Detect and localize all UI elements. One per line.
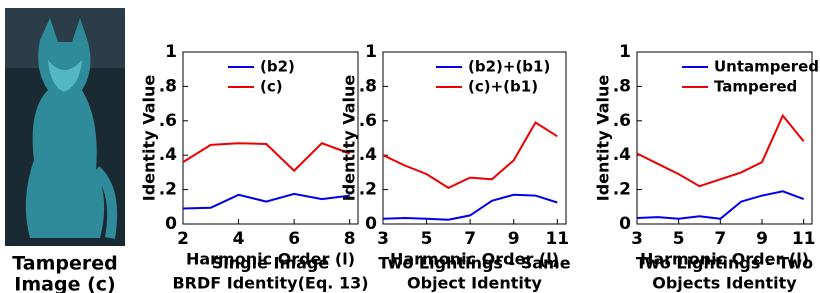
- series-line: [183, 143, 350, 171]
- y-tick-label: .2: [613, 180, 631, 200]
- x-tick-label: 8: [344, 229, 356, 249]
- legend-label: Untampered: [714, 58, 819, 76]
- y-tick-label: .8: [159, 76, 177, 96]
- y-tick-label: 1: [365, 42, 377, 62]
- y-tick-label: .8: [359, 76, 377, 96]
- y-tick-label: 1: [165, 42, 177, 62]
- x-tick-label: 6: [288, 229, 300, 249]
- legend-label: (c): [260, 78, 283, 96]
- y-axis-label: Identity Value: [140, 75, 159, 202]
- chart-title: Single Image: [212, 254, 330, 273]
- photo: Tampered Image (c): [5, 8, 125, 293]
- x-tick-label: 5: [421, 229, 433, 249]
- chart-title: Objects Identity: [652, 274, 797, 293]
- y-tick-label: .4: [159, 145, 177, 165]
- caption: Tampered: [12, 253, 117, 275]
- chart-title: Object Identity: [407, 274, 543, 293]
- y-tick-label: 1: [619, 42, 631, 62]
- chart-title: BRDF Identity(Eq. 13): [172, 274, 368, 293]
- legend-label: (b2): [260, 58, 295, 76]
- figure: Tampered Image (c) 0.2.4.6.812468Harmoni…: [0, 0, 820, 293]
- y-tick-label: 0: [365, 214, 377, 234]
- y-tick-label: .2: [159, 180, 177, 200]
- y-axis-label: Identity Value: [594, 75, 613, 202]
- y-tick-label: 0: [619, 214, 631, 234]
- x-tick-label: 3: [377, 229, 389, 249]
- series-line: [383, 195, 557, 220]
- legend-label: (c)+(b1): [468, 78, 538, 96]
- y-tick-label: .6: [359, 111, 377, 131]
- y-tick-label: .2: [359, 180, 377, 200]
- x-tick-label: 7: [464, 229, 476, 249]
- y-tick-label: .6: [159, 111, 177, 131]
- series-line: [383, 123, 557, 188]
- x-tick-label: 9: [756, 229, 768, 249]
- chart-title: Two Lightings - Two: [636, 254, 813, 273]
- chart-title: Two Lightings - Same: [378, 254, 570, 273]
- series-line: [637, 116, 804, 187]
- x-tick-label: 9: [508, 229, 520, 249]
- y-axis-label: Identity Value: [340, 75, 359, 202]
- x-tick-label: 3: [631, 229, 643, 249]
- x-tick-label: 5: [673, 229, 685, 249]
- y-tick-label: .6: [613, 111, 631, 131]
- x-tick-label: 11: [545, 229, 569, 249]
- x-tick-label: 4: [233, 229, 245, 249]
- series-line: [637, 191, 804, 219]
- y-tick-label: .4: [613, 145, 631, 165]
- legend-label: Tampered: [714, 78, 797, 96]
- caption: Image (c): [14, 274, 115, 293]
- x-tick-label: 2: [177, 229, 189, 249]
- y-tick-label: .8: [613, 76, 631, 96]
- series-line: [183, 194, 350, 209]
- y-tick-label: 0: [165, 214, 177, 234]
- x-tick-label: 7: [714, 229, 726, 249]
- legend-label: (b2)+(b1): [468, 58, 550, 76]
- x-tick-label: 11: [792, 229, 816, 249]
- y-tick-label: .4: [359, 145, 377, 165]
